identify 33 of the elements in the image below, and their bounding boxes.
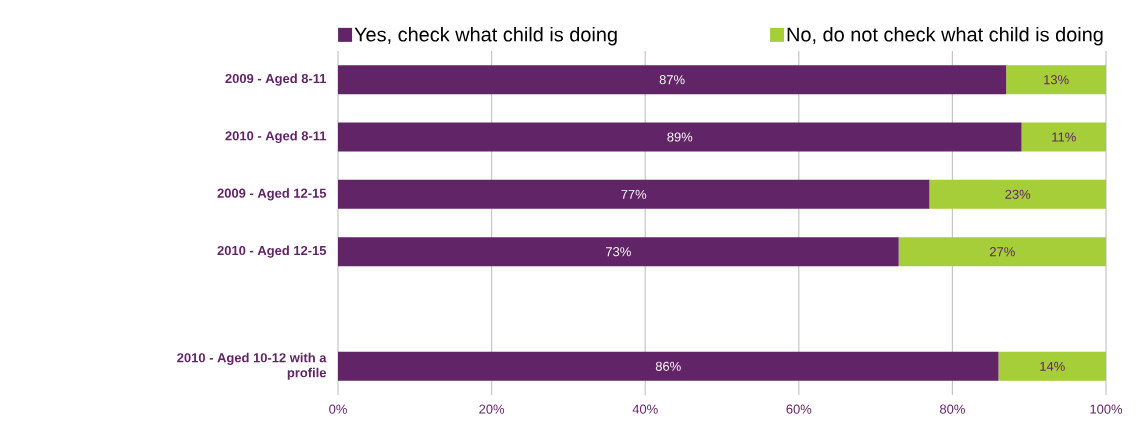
data-label: 86% (655, 361, 681, 371)
x-tick-label: 20% (479, 404, 505, 414)
y-tick-label: 2010 - Aged 10-12 with a profile (177, 352, 327, 380)
y-tick-label: 2010 - Aged 12-15 (217, 245, 327, 258)
bar (1006, 65, 1107, 95)
y-tick-label: 2009 - Aged 8-11 (225, 73, 327, 86)
data-label: 13% (1044, 75, 1069, 85)
x-tick-label: 100% (1090, 404, 1123, 414)
x-tick-label: 40% (632, 404, 658, 414)
y-tick-label: 2009 - Aged 12-15 (217, 188, 327, 201)
data-label: 23% (1005, 189, 1031, 199)
x-tick-label: 0% (329, 404, 347, 414)
data-label: 89% (667, 132, 693, 142)
bar (338, 351, 999, 381)
legend-label: Yes, check what child is doing (354, 26, 617, 46)
data-label: 73% (606, 247, 631, 257)
x-tick-label: 80% (940, 404, 965, 414)
bar (1021, 122, 1107, 152)
y-tick-label: 2010 - Aged 8-11 (225, 130, 327, 144)
data-label: 14% (1040, 361, 1065, 371)
x-tick-label: 60% (786, 404, 812, 414)
bar (338, 122, 1022, 152)
bar (338, 179, 930, 209)
data-label: 11% (1052, 132, 1076, 142)
legend-label: No, do not check what child is doing (787, 26, 1103, 46)
bar (998, 351, 1107, 381)
data-label: 77% (621, 189, 647, 199)
bar (929, 179, 1107, 209)
bar (338, 237, 899, 267)
data-label: 27% (990, 247, 1015, 257)
bar (338, 65, 1007, 95)
data-label: 87% (659, 75, 685, 85)
bar (898, 237, 1107, 267)
